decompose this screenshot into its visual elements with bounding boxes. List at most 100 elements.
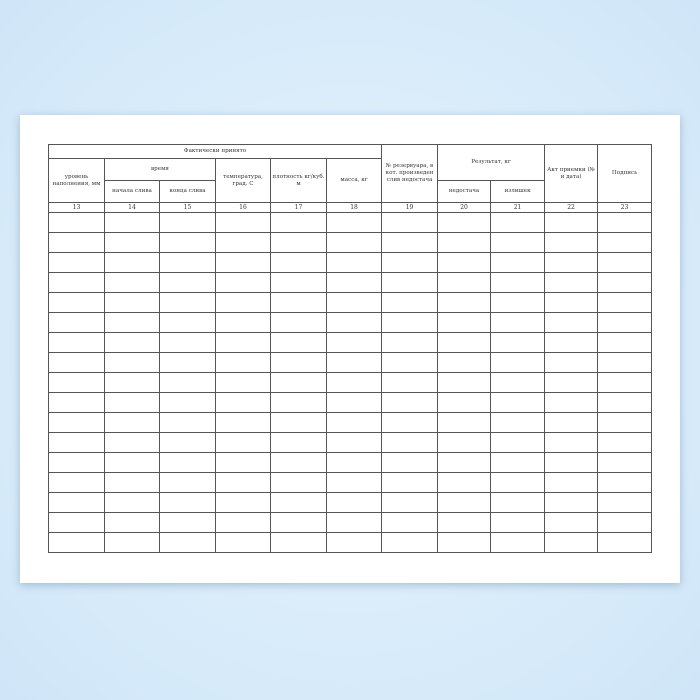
table-cell[interactable] xyxy=(381,332,439,353)
table-cell[interactable] xyxy=(48,352,105,373)
table-cell[interactable] xyxy=(159,272,216,293)
table-cell[interactable] xyxy=(381,272,439,293)
table-cell[interactable] xyxy=(597,512,653,533)
table-cell[interactable] xyxy=(104,212,160,233)
table-cell[interactable] xyxy=(490,412,546,433)
table-cell[interactable] xyxy=(325,212,383,233)
table-cell[interactable] xyxy=(270,532,327,553)
table-cell[interactable] xyxy=(325,492,383,513)
table-cell[interactable] xyxy=(544,452,599,473)
table-cell[interactable] xyxy=(597,472,653,493)
table-cell[interactable] xyxy=(490,432,546,453)
table-cell[interactable] xyxy=(215,512,271,533)
table-cell[interactable] xyxy=(597,272,653,293)
table-cell[interactable] xyxy=(544,272,599,293)
table-cell[interactable] xyxy=(490,292,546,313)
table-cell[interactable] xyxy=(159,312,216,333)
table-cell[interactable] xyxy=(490,512,546,533)
table-cell[interactable] xyxy=(159,232,216,253)
table-cell[interactable] xyxy=(437,532,492,553)
table-cell[interactable] xyxy=(325,332,383,353)
table-cell[interactable] xyxy=(104,232,160,253)
table-cell[interactable] xyxy=(215,272,271,293)
table-cell[interactable] xyxy=(215,372,271,393)
table-cell[interactable] xyxy=(490,232,546,253)
table-cell[interactable] xyxy=(381,412,439,433)
table-cell[interactable] xyxy=(325,512,383,533)
table-cell[interactable] xyxy=(159,372,216,393)
table-cell[interactable] xyxy=(270,292,327,313)
table-cell[interactable] xyxy=(437,372,492,393)
table-cell[interactable] xyxy=(381,212,439,233)
table-cell[interactable] xyxy=(544,392,599,413)
table-cell[interactable] xyxy=(490,472,546,493)
table-cell[interactable] xyxy=(544,332,599,353)
table-cell[interactable] xyxy=(215,492,271,513)
table-cell[interactable] xyxy=(215,292,271,313)
table-cell[interactable] xyxy=(325,432,383,453)
table-cell[interactable] xyxy=(544,512,599,533)
table-cell[interactable] xyxy=(437,492,492,513)
table-cell[interactable] xyxy=(215,212,271,233)
table-cell[interactable] xyxy=(104,372,160,393)
table-cell[interactable] xyxy=(597,232,653,253)
table-cell[interactable] xyxy=(104,452,160,473)
table-cell[interactable] xyxy=(270,352,327,373)
table-cell[interactable] xyxy=(544,492,599,513)
table-cell[interactable] xyxy=(270,392,327,413)
table-cell[interactable] xyxy=(381,372,439,393)
table-cell[interactable] xyxy=(48,452,105,473)
table-cell[interactable] xyxy=(48,312,105,333)
table-cell[interactable] xyxy=(544,532,599,553)
table-cell[interactable] xyxy=(437,472,492,493)
table-cell[interactable] xyxy=(159,492,216,513)
table-cell[interactable] xyxy=(381,532,439,553)
table-cell[interactable] xyxy=(381,232,439,253)
table-cell[interactable] xyxy=(215,332,271,353)
table-cell[interactable] xyxy=(159,432,216,453)
table-cell[interactable] xyxy=(597,452,653,473)
table-cell[interactable] xyxy=(437,432,492,453)
table-cell[interactable] xyxy=(437,412,492,433)
table-cell[interactable] xyxy=(437,512,492,533)
table-cell[interactable] xyxy=(48,212,105,233)
table-cell[interactable] xyxy=(48,532,105,553)
table-cell[interactable] xyxy=(325,312,383,333)
table-cell[interactable] xyxy=(159,472,216,493)
table-cell[interactable] xyxy=(597,312,653,333)
table-cell[interactable] xyxy=(381,392,439,413)
table-cell[interactable] xyxy=(159,212,216,233)
table-cell[interactable] xyxy=(215,392,271,413)
table-cell[interactable] xyxy=(159,452,216,473)
table-cell[interactable] xyxy=(159,352,216,373)
table-cell[interactable] xyxy=(437,252,492,273)
table-cell[interactable] xyxy=(104,392,160,413)
table-cell[interactable] xyxy=(215,432,271,453)
table-cell[interactable] xyxy=(104,332,160,353)
table-cell[interactable] xyxy=(544,472,599,493)
table-cell[interactable] xyxy=(215,312,271,333)
table-cell[interactable] xyxy=(381,472,439,493)
table-cell[interactable] xyxy=(437,292,492,313)
table-cell[interactable] xyxy=(490,252,546,273)
table-cell[interactable] xyxy=(270,452,327,473)
table-cell[interactable] xyxy=(104,492,160,513)
table-cell[interactable] xyxy=(270,372,327,393)
table-cell[interactable] xyxy=(270,432,327,453)
table-cell[interactable] xyxy=(270,512,327,533)
table-cell[interactable] xyxy=(104,432,160,453)
table-cell[interactable] xyxy=(104,312,160,333)
table-cell[interactable] xyxy=(104,352,160,373)
table-cell[interactable] xyxy=(544,232,599,253)
table-cell[interactable] xyxy=(159,512,216,533)
table-cell[interactable] xyxy=(381,432,439,453)
table-cell[interactable] xyxy=(159,332,216,353)
table-cell[interactable] xyxy=(325,372,383,393)
table-cell[interactable] xyxy=(270,212,327,233)
table-cell[interactable] xyxy=(381,292,439,313)
table-cell[interactable] xyxy=(490,372,546,393)
table-cell[interactable] xyxy=(215,472,271,493)
table-cell[interactable] xyxy=(381,492,439,513)
table-cell[interactable] xyxy=(48,232,105,253)
table-cell[interactable] xyxy=(597,352,653,373)
